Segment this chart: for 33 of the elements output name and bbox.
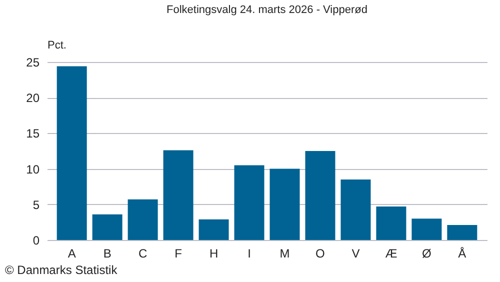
- y-tick-label: 25: [26, 56, 40, 70]
- x-tick-label: O: [316, 246, 325, 260]
- bar: [412, 218, 442, 240]
- y-tick-label: 10: [26, 162, 40, 176]
- chart-title: Folketingsvalg 24. marts 2026 - Vipperød: [166, 4, 368, 16]
- x-tick-label: H: [209, 246, 218, 260]
- bar: [305, 151, 336, 240]
- x-tick-label: M: [280, 246, 290, 260]
- bar: [198, 219, 229, 240]
- x-tick-label: V: [352, 246, 360, 260]
- x-tick-label: A: [68, 246, 76, 260]
- x-tick-label: Ø: [422, 246, 432, 260]
- y-tick-label: 15: [26, 126, 40, 141]
- bar: [163, 150, 194, 240]
- x-tick-label: C: [138, 246, 148, 260]
- x-tick-label: Æ: [385, 246, 398, 260]
- bar: [56, 66, 87, 240]
- bar: [234, 165, 264, 240]
- x-tick-label: I: [248, 246, 251, 260]
- x-tick-label: F: [174, 246, 182, 260]
- y-tick-label: 0: [32, 234, 40, 248]
- bar: [128, 199, 158, 240]
- x-tick-label: B: [103, 246, 112, 260]
- bar: [376, 206, 406, 240]
- y-axis-title: Pct.: [48, 40, 66, 52]
- y-tick-label: 20: [26, 91, 40, 106]
- bar: [270, 168, 300, 240]
- text: © Danmarks Statistik: [5, 263, 118, 277]
- x-tick-label: Å: [458, 246, 466, 260]
- y-tick-label: 5: [32, 198, 40, 212]
- bar: [92, 214, 122, 240]
- bar: [447, 225, 478, 240]
- bar: [340, 179, 371, 240]
